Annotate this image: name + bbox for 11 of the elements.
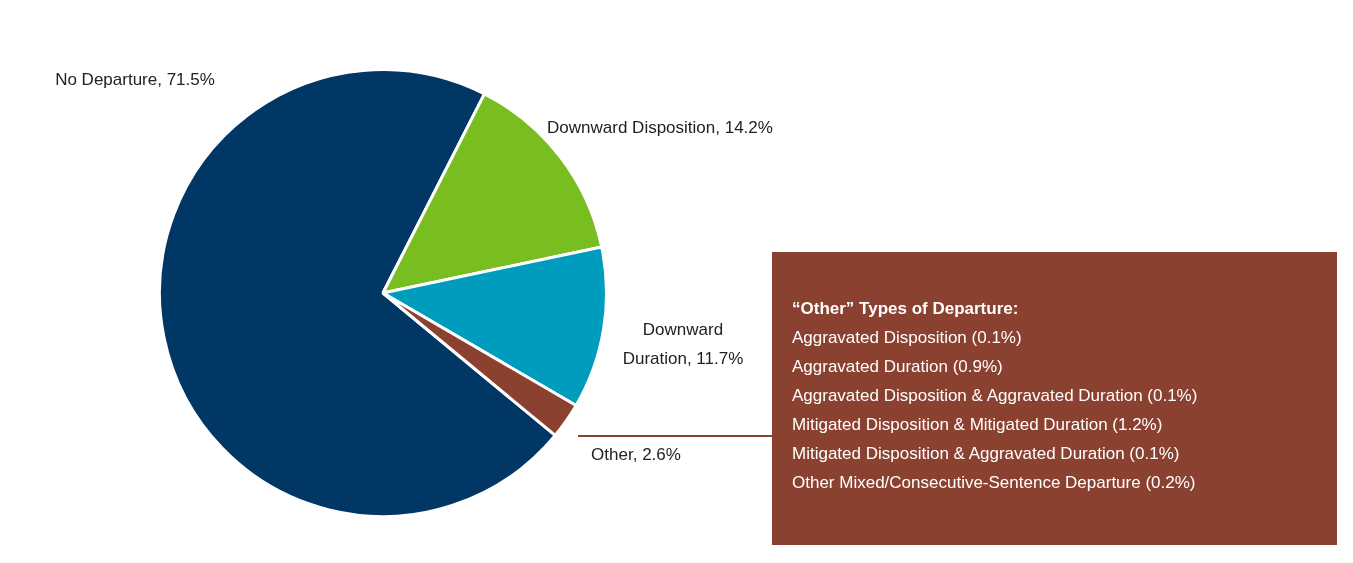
text: Mitigated Disposition & Mitigated Duration (1.2%) [792,414,1164,436]
text: Aggravated Duration (0.9%) [792,356,1004,378]
slice-label: Other, 2.6% [591,444,681,464]
slice-label: No Departure, 71.5% [55,69,215,89]
slice-label: Downward Duration, 11.7% [622,319,744,368]
text: Mitigated Disposition & Aggravated Duration (0.1%) [792,443,1181,465]
slice-label: Downward Disposition, 14.2% [547,117,773,137]
text: “Other” Types of Departure: [792,298,1020,320]
text: Aggravated Disposition (0.1%) [792,327,1023,349]
text: Aggravated Disposition & Aggravated Duration (0.1%) [792,385,1199,407]
text: Other Mixed/Consecutive-Sentence Departure (0.2%) [792,472,1197,494]
